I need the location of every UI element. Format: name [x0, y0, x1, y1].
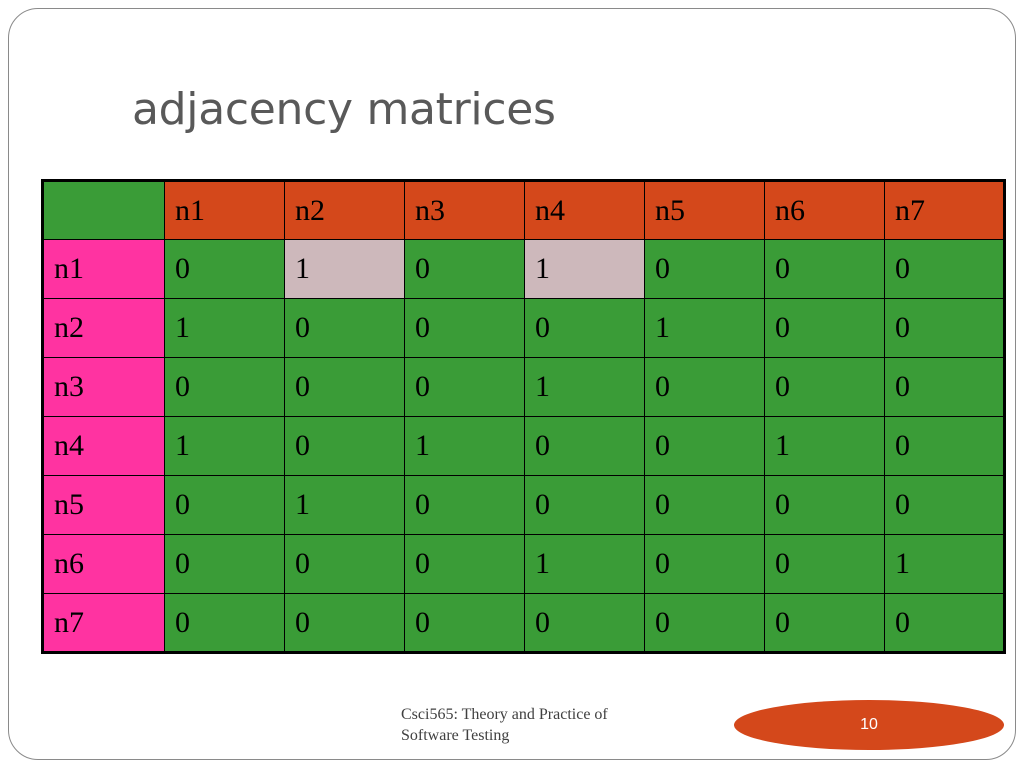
- matrix-cell-n3-n2: 0: [284, 357, 405, 417]
- row-header-n5: n5: [42, 475, 165, 535]
- matrix-cell-n2-n7: 0: [884, 298, 1005, 358]
- matrix-cell-n7-n5: 0: [644, 593, 765, 653]
- matrix-row-n6: n6 0 0 0 1 0 0 1: [42, 534, 1005, 594]
- matrix-cell-n1-n3: 0: [404, 239, 525, 299]
- matrix-cell-n3-n4: 1: [524, 357, 645, 417]
- matrix-cell-n7-n3: 0: [404, 593, 525, 653]
- matrix-cell-n5-n2: 1: [284, 475, 405, 535]
- matrix-cell-n4-n5: 0: [644, 416, 765, 476]
- matrix-cell-n4-n2: 0: [284, 416, 405, 476]
- matrix-cell-n4-n1: 1: [164, 416, 285, 476]
- matrix-cell-n3-n7: 0: [884, 357, 1005, 417]
- matrix-cell-n1-n5: 0: [644, 239, 765, 299]
- matrix-cell-n5-n5: 0: [644, 475, 765, 535]
- column-header-n1: n1: [164, 180, 285, 240]
- slide-title: adjacency matrices: [132, 84, 556, 135]
- matrix-row-n3: n3 0 0 0 1 0 0 0: [42, 357, 1005, 417]
- matrix-cell-n4-n7: 0: [884, 416, 1005, 476]
- matrix-cell-n2-n5: 1: [644, 298, 765, 358]
- matrix-cell-n5-n1: 0: [164, 475, 285, 535]
- adjacency-matrix-table: n1 n2 n3 n4 n5 n6 n7 n1 0 1 0 1 0 0 0 n2 1 0 0 0 1 0 0 n3 0 0 0 1 0…: [41, 179, 1006, 654]
- matrix-cell-n3-n6: 0: [764, 357, 885, 417]
- matrix-cell-n7-n4: 0: [524, 593, 645, 653]
- row-header-n1: n1: [42, 239, 165, 299]
- matrix-header-row: n1 n2 n3 n4 n5 n6 n7: [42, 180, 1005, 240]
- row-header-n7: n7: [42, 593, 165, 653]
- matrix-row-n4: n4 1 0 1 0 0 1 0: [42, 416, 1005, 476]
- matrix-cell-n1-n1: 0: [164, 239, 285, 299]
- matrix-cell-n7-n6: 0: [764, 593, 885, 653]
- matrix-cell-n5-n6: 0: [764, 475, 885, 535]
- matrix-cell-n6-n1: 0: [164, 534, 285, 594]
- matrix-cell-n3-n1: 0: [164, 357, 285, 417]
- matrix-cell-n1-n7: 0: [884, 239, 1005, 299]
- matrix-cell-n3-n3: 0: [404, 357, 525, 417]
- matrix-row-n2: n2 1 0 0 0 1 0 0: [42, 298, 1005, 358]
- row-header-n4: n4: [42, 416, 165, 476]
- footer-course-title: Csci565: Theory and Practice of Software…: [401, 704, 701, 746]
- column-header-n3: n3: [404, 180, 525, 240]
- matrix-cell-n5-n4: 0: [524, 475, 645, 535]
- matrix-cell-n7-n7: 0: [884, 593, 1005, 653]
- matrix-cell-n1-n4: 1: [524, 239, 645, 299]
- matrix-cell-n3-n5: 0: [644, 357, 765, 417]
- matrix-cell-n2-n4: 0: [524, 298, 645, 358]
- column-header-n7: n7: [884, 180, 1005, 240]
- column-header-n5: n5: [644, 180, 765, 240]
- matrix-cell-n5-n3: 0: [404, 475, 525, 535]
- row-header-n2: n2: [42, 298, 165, 358]
- matrix-cell-n6-n2: 0: [284, 534, 405, 594]
- page-number-badge: 10: [734, 700, 1004, 750]
- matrix-corner-cell: [42, 180, 165, 240]
- matrix-cell-n2-n6: 0: [764, 298, 885, 358]
- row-header-n3: n3: [42, 357, 165, 417]
- matrix-cell-n6-n6: 0: [764, 534, 885, 594]
- matrix-cell-n2-n2: 0: [284, 298, 405, 358]
- matrix-cell-n7-n1: 0: [164, 593, 285, 653]
- matrix-cell-n7-n2: 0: [284, 593, 405, 653]
- matrix-cell-n4-n3: 1: [404, 416, 525, 476]
- footer-line-1: Csci565: Theory and Practice of: [401, 706, 608, 723]
- matrix-cell-n1-n6: 0: [764, 239, 885, 299]
- row-header-n6: n6: [42, 534, 165, 594]
- matrix-cell-n5-n7: 0: [884, 475, 1005, 535]
- matrix-row-n1: n1 0 1 0 1 0 0 0: [42, 239, 1005, 299]
- matrix-cell-n2-n1: 1: [164, 298, 285, 358]
- matrix-cell-n4-n6: 1: [764, 416, 885, 476]
- matrix-cell-n2-n3: 0: [404, 298, 525, 358]
- matrix-cell-n4-n4: 0: [524, 416, 645, 476]
- matrix-row-n7: n7 0 0 0 0 0 0 0: [42, 593, 1005, 653]
- matrix-cell-n6-n5: 0: [644, 534, 765, 594]
- matrix-row-n5: n5 0 1 0 0 0 0 0: [42, 475, 1005, 535]
- footer-line-2: Software Testing: [401, 727, 510, 744]
- matrix-cell-n1-n2: 1: [284, 239, 405, 299]
- matrix-cell-n6-n3: 0: [404, 534, 525, 594]
- page-number: 10: [860, 716, 878, 733]
- matrix-cell-n6-n4: 1: [524, 534, 645, 594]
- column-header-n2: n2: [284, 180, 405, 240]
- column-header-n6: n6: [764, 180, 885, 240]
- matrix-cell-n6-n7: 1: [884, 534, 1005, 594]
- column-header-n4: n4: [524, 180, 645, 240]
